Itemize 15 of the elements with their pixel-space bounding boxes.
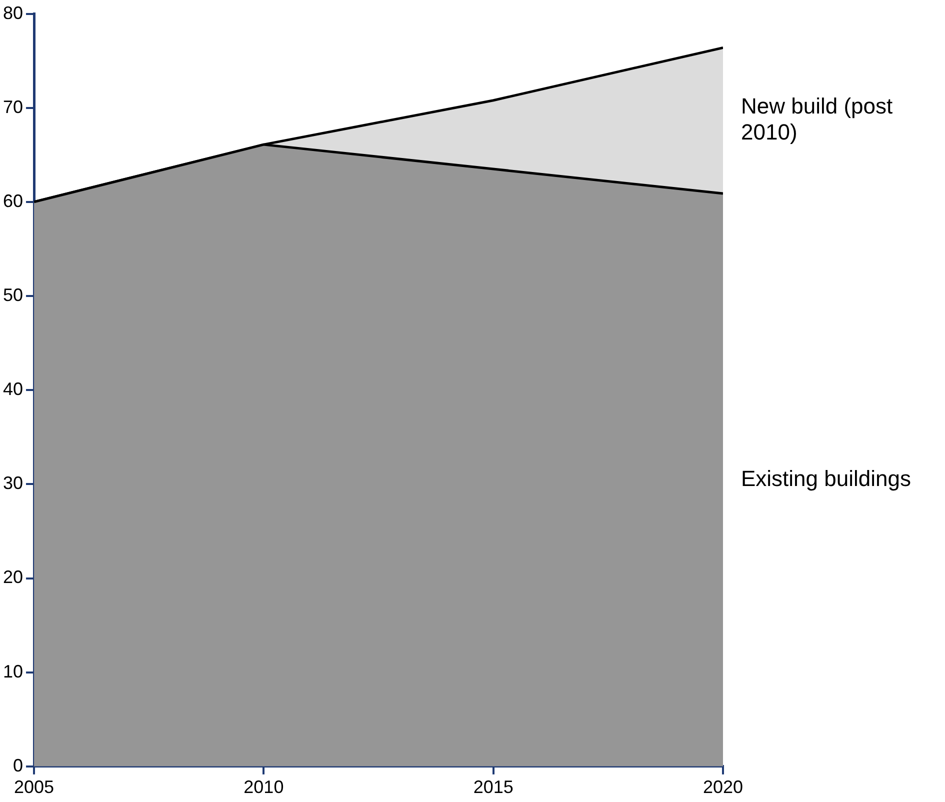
y-tick-label: 20 — [2, 567, 24, 588]
y-tick-label: 10 — [2, 661, 24, 682]
x-tick-label: 2020 — [702, 777, 744, 798]
series-label: Existing buildings — [741, 466, 911, 492]
y-tick-label: 70 — [2, 96, 24, 117]
x-tick-label: 2010 — [244, 777, 284, 798]
y-tick-label: 30 — [2, 473, 24, 494]
series-label: New build (post 2010) — [741, 94, 893, 145]
x-tick-label: 2005 — [14, 777, 54, 798]
y-tick-label: 60 — [2, 190, 24, 211]
x-tick-label: 2015 — [473, 777, 514, 798]
y-tick-label: 40 — [2, 379, 24, 400]
y-tick-label: 50 — [2, 284, 24, 305]
y-tick-label: 80 — [2, 2, 24, 23]
y-tick-label: 0 — [13, 755, 24, 776]
